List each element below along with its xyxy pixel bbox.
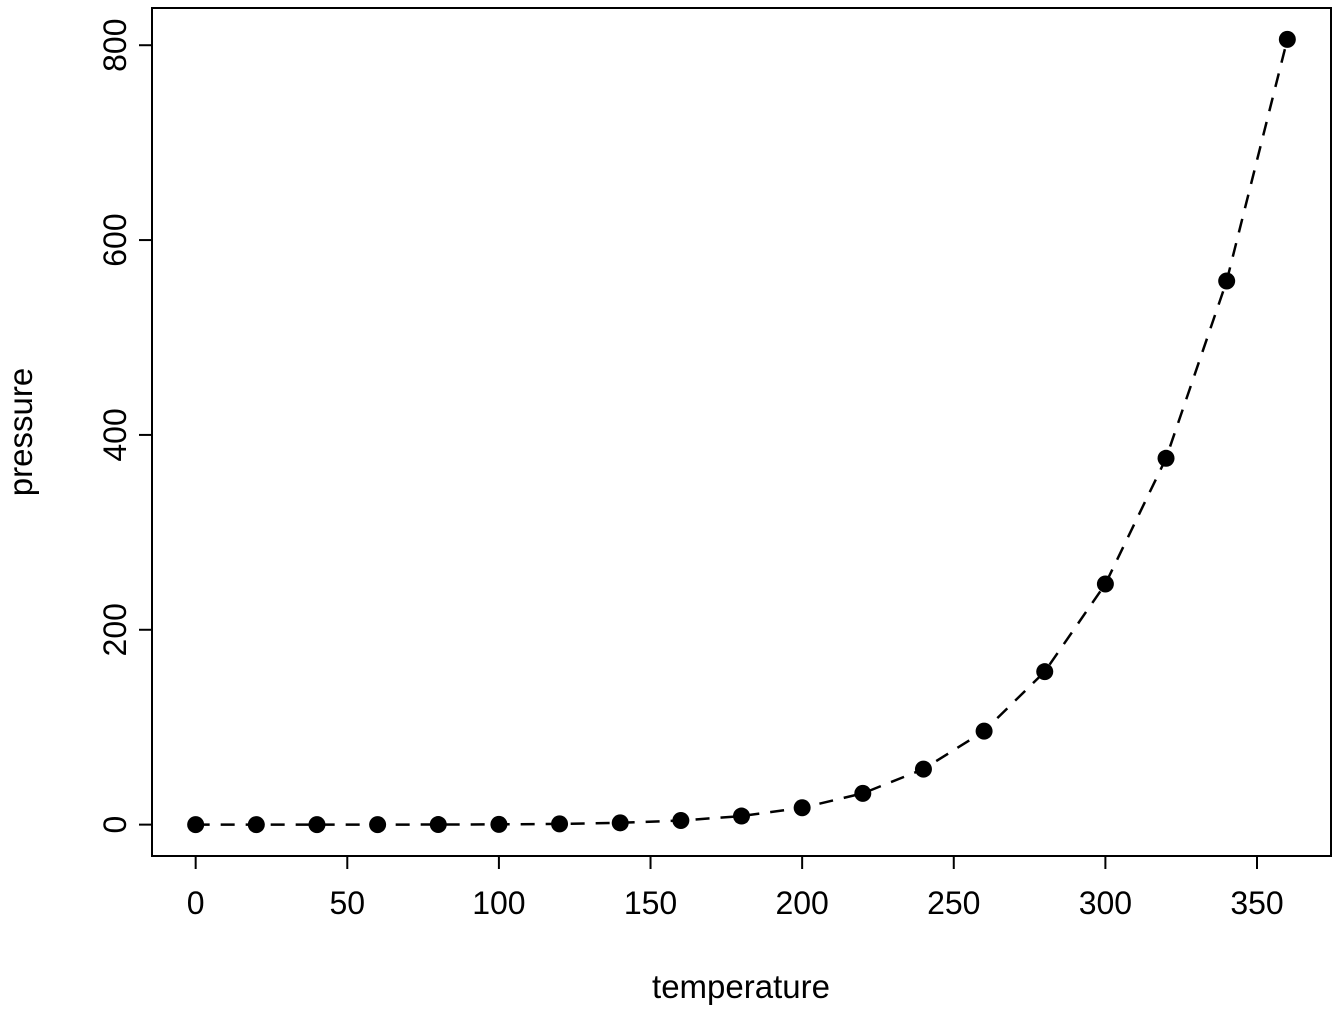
data-line bbox=[195, 39, 1289, 826]
data-point bbox=[793, 799, 811, 817]
y-tick-label: 400 bbox=[97, 408, 133, 461]
data-point bbox=[1157, 449, 1175, 467]
data-point bbox=[308, 816, 326, 834]
data-point bbox=[854, 784, 872, 802]
y-tick-label: 800 bbox=[97, 19, 133, 72]
data-point bbox=[672, 812, 690, 830]
data-point bbox=[369, 816, 387, 834]
y-tick-label: 0 bbox=[97, 816, 133, 834]
x-tick-label: 100 bbox=[472, 885, 525, 921]
data-point bbox=[1218, 272, 1236, 290]
data-point bbox=[914, 760, 932, 778]
x-tick-label: 150 bbox=[624, 885, 677, 921]
x-tick-label: 200 bbox=[775, 885, 828, 921]
x-tick-label: 300 bbox=[1079, 885, 1132, 921]
data-point bbox=[551, 815, 569, 833]
x-tick-label: 250 bbox=[927, 885, 980, 921]
y-tick-label: 200 bbox=[97, 603, 133, 656]
data-point bbox=[975, 722, 993, 740]
data-point bbox=[733, 807, 750, 825]
plot-generated: 0 50 100 150 200 250 300 350 0 200 400 600 800 bbox=[97, 7, 1332, 921]
data-point bbox=[1278, 30, 1296, 48]
y-axis-label: pressure bbox=[2, 368, 39, 496]
data-point bbox=[429, 816, 447, 834]
y-tick-label: 600 bbox=[97, 213, 133, 266]
data-point bbox=[490, 815, 508, 833]
data-point bbox=[247, 816, 265, 834]
data-point bbox=[1096, 575, 1114, 593]
x-axis-label: temperature bbox=[652, 968, 830, 1005]
data-point bbox=[1036, 663, 1054, 681]
data-point bbox=[611, 814, 629, 832]
x-tick-label: 0 bbox=[187, 885, 205, 921]
x-tick-label: 350 bbox=[1230, 885, 1283, 921]
plot-box bbox=[151, 7, 1332, 857]
data-point bbox=[187, 816, 205, 834]
x-tick-label: 50 bbox=[329, 885, 365, 921]
